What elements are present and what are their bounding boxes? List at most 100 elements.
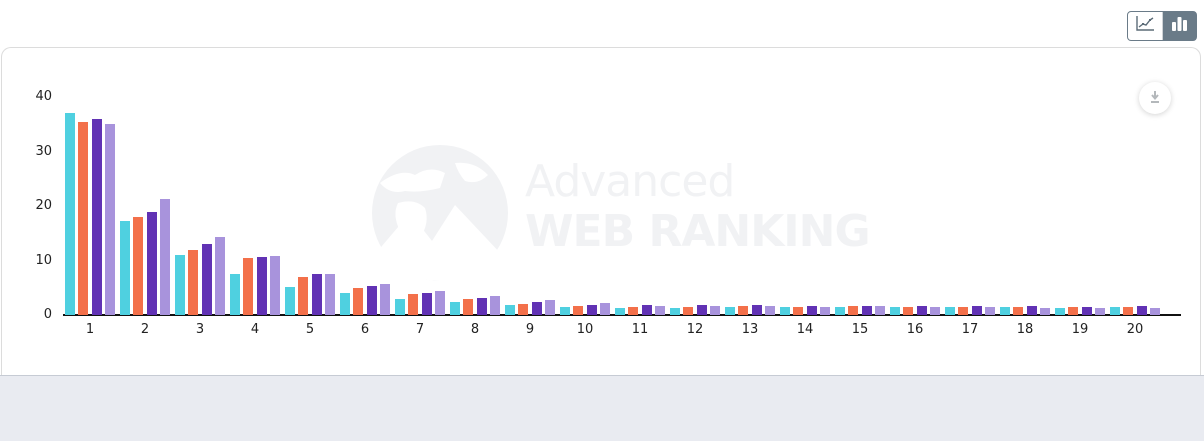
download-button[interactable] xyxy=(1139,82,1171,114)
bar[interactable] xyxy=(339,293,350,315)
bar[interactable] xyxy=(1095,308,1105,315)
bar[interactable] xyxy=(174,255,185,315)
bar[interactable] xyxy=(1040,308,1050,315)
line-view-button[interactable] xyxy=(1128,12,1163,40)
bar[interactable] xyxy=(614,308,625,315)
bar[interactable] xyxy=(1150,308,1160,315)
bar[interactable] xyxy=(600,303,610,315)
x-axis-tick-label: 15 xyxy=(851,322,869,337)
bar[interactable] xyxy=(188,250,198,315)
bar[interactable] xyxy=(201,244,212,315)
bar[interactable] xyxy=(999,307,1010,315)
bar[interactable] xyxy=(1013,307,1023,315)
bar[interactable] xyxy=(146,212,157,315)
bar[interactable] xyxy=(875,306,885,315)
y-axis-tick-label: 0 xyxy=(43,307,52,322)
bar[interactable] xyxy=(628,307,638,315)
x-axis-tick-label: 17 xyxy=(961,322,979,337)
x-axis-tick-label: 11 xyxy=(631,322,649,337)
bar[interactable] xyxy=(669,308,680,315)
y-axis-tick-label: 20 xyxy=(35,198,52,213)
bar[interactable] xyxy=(793,307,803,315)
bar[interactable] xyxy=(408,294,418,315)
bar[interactable] xyxy=(916,306,927,315)
bar-chart-icon xyxy=(1169,15,1189,37)
bar[interactable] xyxy=(971,306,982,315)
bar[interactable] xyxy=(710,306,720,315)
bar[interactable] xyxy=(696,305,707,315)
bar[interactable] xyxy=(573,306,583,315)
bar[interactable] xyxy=(78,122,88,315)
bar[interactable] xyxy=(1109,307,1120,315)
bar[interactable] xyxy=(820,307,830,315)
bar[interactable] xyxy=(435,291,445,315)
bar[interactable] xyxy=(930,307,940,315)
bar[interactable] xyxy=(889,307,900,315)
bar[interactable] xyxy=(243,258,253,315)
bar[interactable] xyxy=(641,305,652,315)
chart-type-toggle xyxy=(1127,11,1197,41)
bar[interactable] xyxy=(284,287,295,315)
bar[interactable] xyxy=(215,237,225,315)
bar[interactable] xyxy=(256,257,267,315)
x-axis-tick-label: 16 xyxy=(906,322,924,337)
bar[interactable] xyxy=(655,306,665,315)
bar[interactable] xyxy=(463,299,473,315)
bar[interactable] xyxy=(944,307,955,315)
bar[interactable] xyxy=(545,300,555,315)
chart-card xyxy=(1,47,1201,375)
bar[interactable] xyxy=(353,288,363,315)
bar[interactable] xyxy=(119,221,130,315)
bar[interactable] xyxy=(160,199,170,315)
x-axis-tick-label: 1 xyxy=(85,322,95,337)
bar[interactable] xyxy=(64,113,75,315)
bar[interactable] xyxy=(834,307,845,315)
bar[interactable] xyxy=(958,307,968,315)
bar[interactable] xyxy=(105,124,115,315)
x-axis-line xyxy=(63,314,1181,316)
x-axis-tick-label: 18 xyxy=(1016,322,1034,337)
bar[interactable] xyxy=(449,302,460,315)
bar[interactable] xyxy=(394,299,405,315)
bar-view-button[interactable] xyxy=(1162,12,1196,40)
bar[interactable] xyxy=(229,274,240,315)
bar[interactable] xyxy=(751,305,762,315)
bar[interactable] xyxy=(421,293,432,315)
bar[interactable] xyxy=(779,307,790,315)
bar[interactable] xyxy=(724,307,735,315)
bar[interactable] xyxy=(298,277,308,315)
bar[interactable] xyxy=(325,274,335,315)
bar[interactable] xyxy=(366,286,377,315)
bar[interactable] xyxy=(1054,308,1065,315)
bar[interactable] xyxy=(985,307,995,315)
bar[interactable] xyxy=(518,304,528,315)
bar[interactable] xyxy=(586,305,597,315)
bar[interactable] xyxy=(531,302,542,315)
bar[interactable] xyxy=(1081,307,1092,315)
x-axis-tick-label: 12 xyxy=(686,322,704,337)
bar[interactable] xyxy=(1123,307,1133,315)
bar[interactable] xyxy=(683,307,693,315)
bar[interactable] xyxy=(1068,307,1078,315)
bar[interactable] xyxy=(1026,306,1037,315)
bar[interactable] xyxy=(861,306,872,315)
bar[interactable] xyxy=(270,256,280,315)
bar[interactable] xyxy=(738,306,748,315)
y-axis-tick-label: 40 xyxy=(35,89,52,104)
bar[interactable] xyxy=(380,284,390,315)
y-axis-tick-label: 30 xyxy=(35,143,52,159)
bar[interactable] xyxy=(133,217,143,315)
bar[interactable] xyxy=(1136,306,1147,315)
bar[interactable] xyxy=(806,306,817,315)
bar[interactable] xyxy=(504,305,515,315)
x-axis-tick-label: 6 xyxy=(360,322,370,337)
bar[interactable] xyxy=(903,307,913,315)
bar[interactable] xyxy=(848,306,858,315)
bar[interactable] xyxy=(490,296,500,315)
bar[interactable] xyxy=(476,298,487,315)
bar[interactable] xyxy=(765,306,775,315)
bar[interactable] xyxy=(91,119,102,315)
x-axis-tick-label: 13 xyxy=(741,322,759,337)
bar[interactable] xyxy=(311,274,322,315)
bar[interactable] xyxy=(559,307,570,315)
